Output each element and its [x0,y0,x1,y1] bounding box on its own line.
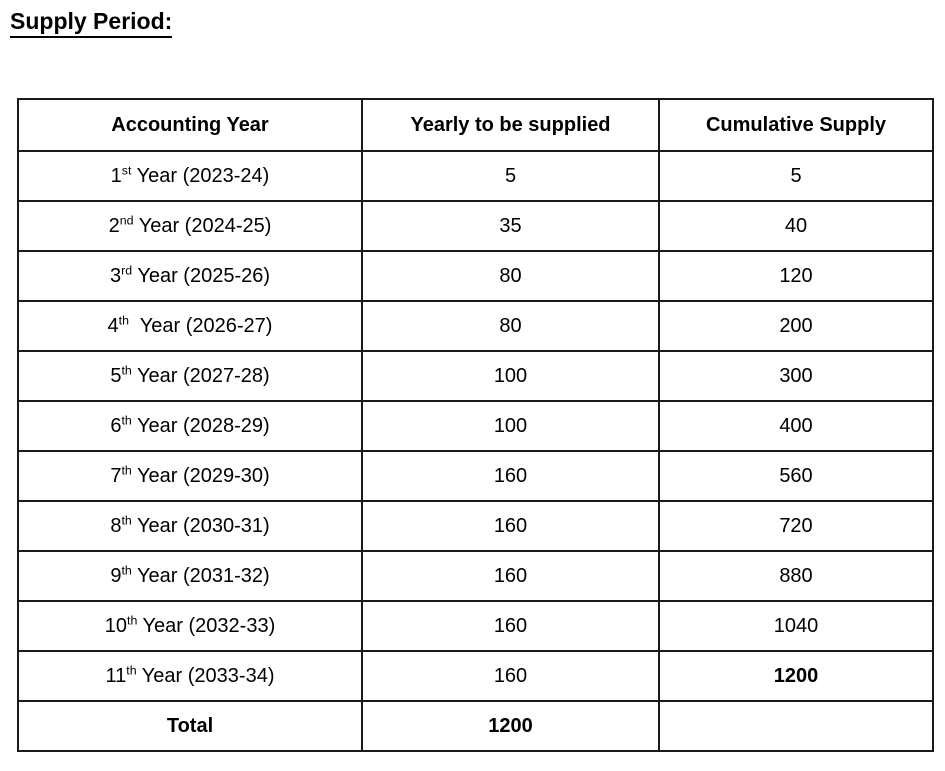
accounting-year-cell: 6th Year (2028-29) [17,400,363,452]
table-row: 11th Year (2033-34) 160 1200 [17,650,934,702]
year-label: Year (2029-30) [131,464,270,487]
cumulative-supply-value: 120 [658,250,934,302]
table-row: 2nd Year (2024-25) 35 40 [17,200,934,252]
cumulative-supply-value: 400 [658,400,934,452]
cumulative-supply-value: 560 [658,450,934,502]
ordinal-suffix: th [121,412,132,427]
accounting-year-cell: 2nd Year (2024-25) [17,200,363,252]
yearly-supply-value: 160 [361,450,660,502]
table-row: 3rd Year (2025-26) 80 120 [17,250,934,302]
year-label: Year (2023-24) [131,164,270,187]
year-label: Year (2032-33) [137,614,276,637]
ordinal-suffix: nd [119,212,134,227]
ordinal-number: 1 [110,164,122,187]
ordinal-number: 11 [105,664,127,687]
cumulative-supply-value: 5 [658,150,934,202]
ordinal-number: 7 [110,464,122,487]
accounting-year-cell: 1st Year (2023-24) [17,150,363,202]
year-label: Year (2025-26) [132,264,271,287]
ordinal-number: 8 [110,514,122,537]
ordinal-suffix: st [121,162,132,177]
accounting-year-cell: 8th Year (2030-31) [17,500,363,552]
yearly-supply-value: 80 [361,300,660,352]
yearly-supply-value: 160 [361,500,660,552]
ordinal-suffix: th [121,562,132,577]
ordinal-number: 9 [110,564,122,587]
col-header-cumulative-supply: Cumulative Supply [658,98,934,152]
accounting-year-cell: 9th Year (2031-32) [17,550,363,602]
total-label: Total [17,700,363,752]
cumulative-supply-value: 1200 [658,650,934,702]
total-cumulative-value [658,700,934,752]
ordinal-suffix: th [126,662,137,677]
cumulative-supply-value: 720 [658,500,934,552]
year-label: Year (2033-34) [136,664,275,687]
table-row: 8th Year (2030-31) 160 720 [17,500,934,552]
col-header-yearly-supplied: Yearly to be supplied [361,98,660,152]
table-row: 10th Year (2032-33) 160 1040 [17,600,934,652]
ordinal-number: 4 [107,314,119,337]
yearly-supply-value: 160 [361,650,660,702]
ordinal-number: 6 [110,414,122,437]
table-row: 1st Year (2023-24) 5 5 [17,150,934,202]
supply-schedule-table: Accounting Year Yearly to be supplied Cu… [17,98,934,752]
yearly-supply-value: 80 [361,250,660,302]
year-label: Year (2027-28) [131,364,270,387]
yearly-supply-value: 160 [361,550,660,602]
ordinal-suffix: th [121,362,132,377]
table-row: 4th Year (2026-27) 80 200 [17,300,934,352]
ordinal-suffix: th [127,612,138,627]
year-label: Year (2028-29) [131,414,270,437]
cumulative-supply-value: 300 [658,350,934,402]
year-label: Year (2031-32) [131,564,270,587]
cumulative-supply-value: 1040 [658,600,934,652]
page-title: Supply Period: [10,8,173,38]
accounting-year-cell: 5th Year (2027-28) [17,350,363,402]
year-label: Year (2024-25) [133,214,272,237]
yearly-supply-value: 100 [361,350,660,402]
total-yearly-value: 1200 [361,700,660,752]
year-label: Year (2030-31) [131,514,270,537]
ordinal-number: 2 [108,214,120,237]
yearly-supply-value: 100 [361,400,660,452]
cumulative-supply-value: 880 [658,550,934,602]
cumulative-supply-value: 40 [658,200,934,252]
total-row: Total 1200 [17,700,934,752]
yearly-supply-value: 160 [361,600,660,652]
accounting-year-cell: 11th Year (2033-34) [17,650,363,702]
table-row: 9th Year (2031-32) 160 880 [17,550,934,602]
accounting-year-cell: 4th Year (2026-27) [17,300,363,352]
ordinal-number: 3 [109,264,122,287]
table-row: 6th Year (2028-29) 100 400 [17,400,934,452]
ordinal-suffix: th [118,312,130,327]
ordinal-suffix: th [121,462,132,477]
ordinal-suffix: th [121,512,132,527]
cumulative-supply-value: 200 [658,300,934,352]
table-row: 7th Year (2029-30) 160 560 [17,450,934,502]
yearly-supply-value: 5 [361,150,660,202]
ordinal-suffix: rd [121,262,133,277]
yearly-supply-value: 35 [361,200,660,252]
year-label: Year (2026-27) [129,314,273,337]
table-body: 1st Year (2023-24) 5 5 2nd Year (2024-25) 35… [17,150,934,702]
table-header-row: Accounting Year Yearly to be supplied Cu… [17,98,934,152]
accounting-year-cell: 3rd Year (2025-26) [17,250,363,302]
ordinal-number: 10 [104,614,127,637]
col-header-accounting-year: Accounting Year [17,98,363,152]
accounting-year-cell: 7th Year (2029-30) [17,450,363,502]
accounting-year-cell: 10th Year (2032-33) [17,600,363,652]
table-row: 5th Year (2027-28) 100 300 [17,350,934,402]
ordinal-number: 5 [110,364,122,387]
